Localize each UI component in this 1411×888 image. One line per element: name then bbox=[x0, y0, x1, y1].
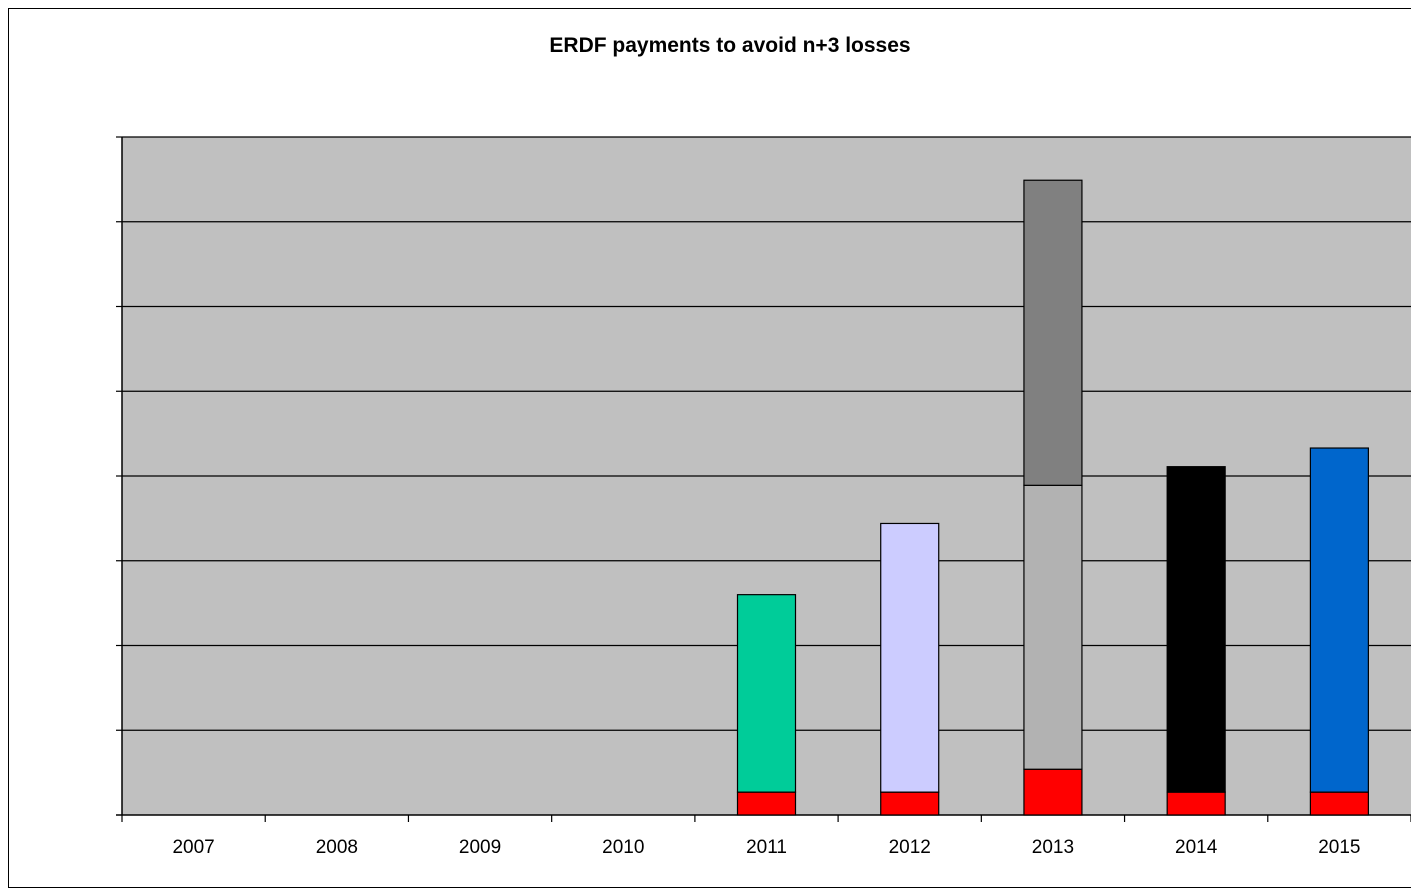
bar-segment-2012-s2 bbox=[880, 522, 940, 793]
bars bbox=[736, 179, 1369, 816]
bar-segment-2012-s0 bbox=[880, 791, 940, 816]
x-tick-label: 2014 bbox=[1175, 837, 1218, 858]
x-tick-label: 2008 bbox=[316, 837, 358, 858]
x-tick-label: 2009 bbox=[459, 837, 501, 858]
bar-segment-2014-s5 bbox=[1166, 466, 1226, 793]
x-tick-label: 2012 bbox=[889, 837, 931, 858]
bar-segment-2015-s6 bbox=[1309, 447, 1369, 793]
x-tick-label: 2007 bbox=[172, 837, 214, 858]
bar-segment-2013-s3 bbox=[1023, 484, 1083, 770]
bar-segment-2011-s0 bbox=[736, 791, 797, 816]
bar-segment-2013-s4 bbox=[1023, 179, 1083, 486]
x-tick-label: 2015 bbox=[1318, 837, 1360, 858]
bar-segment-2013-s0 bbox=[1023, 768, 1083, 816]
x-tick-label: 2010 bbox=[602, 837, 644, 858]
x-tick-label: 2013 bbox=[1032, 837, 1074, 858]
x-tick-labels: 2007 2008 2009 2010 2011 2012 2013 2014 2015 bbox=[172, 837, 1360, 858]
x-tick-label: 2011 bbox=[746, 837, 787, 858]
bar-segment-2015-s0 bbox=[1309, 791, 1369, 816]
bar-segment-2014-s0 bbox=[1166, 791, 1226, 816]
chart-title: ERDF payments to avoid n+3 losses bbox=[549, 34, 911, 57]
bar-segment-2011-s1 bbox=[736, 594, 797, 793]
